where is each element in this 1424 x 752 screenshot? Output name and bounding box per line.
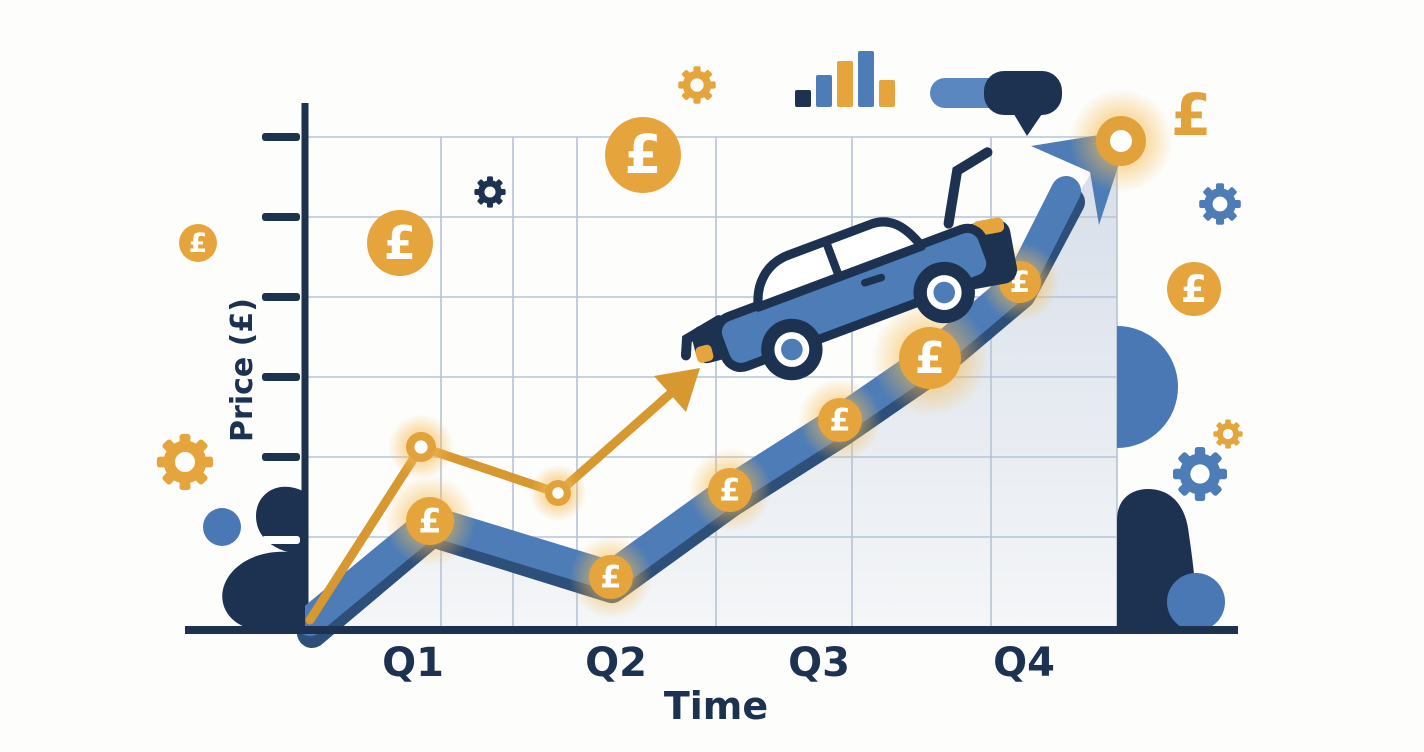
pound-coin-icon: £ <box>605 117 681 193</box>
pound-coin-icon: £ <box>798 378 882 462</box>
big-pound-glyph: £ <box>1171 81 1211 149</box>
pound-coin-icon: £ <box>367 210 433 276</box>
gear-ring <box>1216 422 1240 446</box>
x-tick-label-q1: Q1 <box>382 640 444 686</box>
pound-coin-icon: £ <box>569 535 653 619</box>
coin-face <box>605 117 681 193</box>
half-disc-right <box>1117 326 1178 448</box>
floating-pound-coins: £ £ £ £ <box>179 117 1221 316</box>
speech-bubble <box>984 71 1062 115</box>
gear-icon <box>1213 419 1243 449</box>
gear-ring <box>682 70 712 100</box>
gold-arrowhead <box>654 368 700 412</box>
bar-chart-icon <box>795 51 895 107</box>
speech-bubble-tail <box>1012 111 1044 136</box>
gear-ring <box>163 440 207 484</box>
secondary-gold-line <box>305 368 700 625</box>
car-b-pillar <box>822 241 844 280</box>
ring-marker-icon <box>529 464 587 522</box>
bar-icon-bar <box>816 75 832 107</box>
blob-shape-left <box>222 486 305 630</box>
coin-face <box>818 398 862 442</box>
coin-pound-symbol: £ <box>1181 267 1207 311</box>
arrow-tip-group: £ <box>1069 81 1211 193</box>
car-front-gold-light <box>695 344 714 363</box>
gear-icon <box>474 176 506 208</box>
coin-pound-symbol: £ <box>915 334 945 384</box>
coin-face <box>406 497 454 545</box>
bar-icon-bar <box>795 90 811 107</box>
speech-toggle-icon <box>930 71 1062 136</box>
coin-pound-symbol: £ <box>384 216 416 270</box>
gear-icon <box>1172 446 1228 502</box>
y-axis-tick <box>262 453 300 461</box>
coin-face <box>1167 262 1221 316</box>
y-axis-label: Price (£) <box>225 298 260 442</box>
gear-icon <box>678 66 716 104</box>
gear-ring <box>478 180 502 204</box>
coin-pound-symbol: £ <box>189 228 208 259</box>
bar-icon-bar <box>879 80 895 107</box>
coin-pound-symbol: £ <box>600 560 621 596</box>
gear-icons <box>156 66 1243 502</box>
circle-shape-left <box>203 508 241 546</box>
x-tick-label-q2: Q2 <box>585 640 647 686</box>
decor-shapes <box>203 326 1225 631</box>
car-cabin <box>753 217 927 312</box>
coin-face <box>899 327 961 389</box>
y-axis-tick <box>262 536 300 544</box>
pound-coin-icon: £ <box>871 299 989 417</box>
ring-marker-icon <box>388 414 454 480</box>
car-open-trunk-line <box>943 147 993 229</box>
pound-coin-icon: £ <box>384 475 476 567</box>
car-door-handle <box>861 273 886 287</box>
y-axis-ticks <box>262 133 300 544</box>
coin-pound-symbol: £ <box>418 502 441 541</box>
gear-icon <box>156 433 214 491</box>
gear-icon <box>1199 183 1241 225</box>
coin-face <box>708 468 752 512</box>
pound-coin-icon: £ <box>179 224 217 262</box>
ring-marker-hole <box>1110 130 1132 152</box>
coin-pound-symbol: £ <box>829 403 850 439</box>
x-tick-label-q3: Q3 <box>788 640 850 686</box>
car-rear-wheel <box>913 261 975 324</box>
gear-ring <box>1179 453 1221 495</box>
area-under-trend-fill <box>312 140 1117 630</box>
gear-ring <box>1204 188 1236 220</box>
y-axis-tick <box>262 293 300 301</box>
pound-coin-icon: £ <box>688 448 772 532</box>
ring-hole <box>552 487 564 499</box>
gold-line-path <box>305 389 675 625</box>
circle-shape-right <box>1167 573 1225 631</box>
y-axis-tick <box>262 373 300 381</box>
car-icon <box>680 147 1018 381</box>
coin-face <box>367 210 433 276</box>
bar-icon-bar <box>837 61 853 107</box>
trend-markers: ££££££ <box>384 242 1060 619</box>
coin-pound-symbol: £ <box>719 473 740 509</box>
x-axis-label: Time <box>664 684 768 728</box>
x-tick-label-q4: Q4 <box>993 640 1055 686</box>
bar-icon-bar <box>858 51 874 107</box>
y-axis-tick <box>262 213 300 221</box>
coin-face <box>589 555 633 599</box>
y-axis-tick <box>262 133 300 141</box>
car-front-wheel <box>761 318 823 381</box>
coin-pound-symbol: £ <box>624 124 661 186</box>
pound-coin-icon: £ <box>1167 262 1221 316</box>
ring-hole <box>414 440 428 454</box>
coin-face <box>179 224 217 262</box>
